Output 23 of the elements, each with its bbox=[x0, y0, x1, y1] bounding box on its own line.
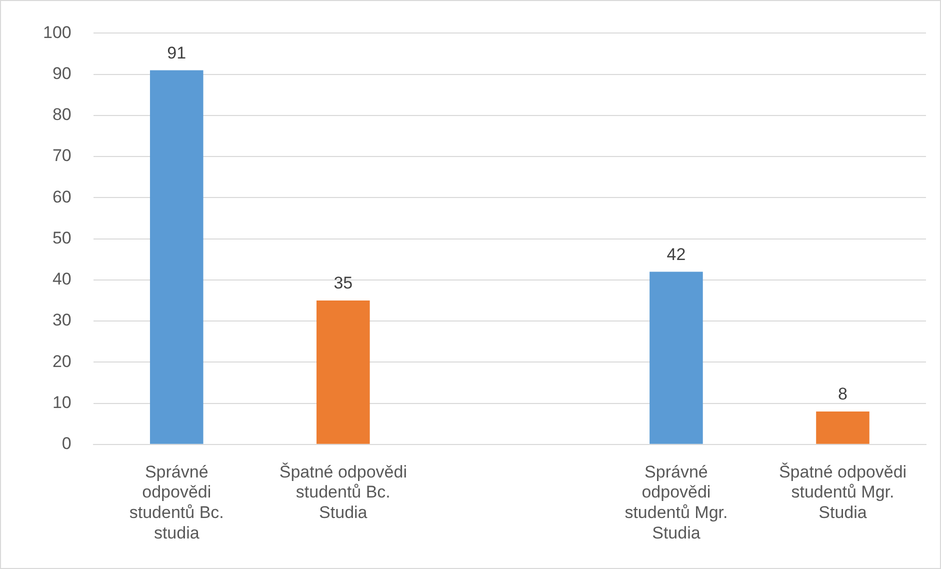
y-tick-label: 10 bbox=[52, 392, 72, 412]
x-tick-label: Špatné odpovědi studentů Bc. Studia bbox=[279, 462, 407, 522]
x-tick-label: Špatné odpovědi studentů Mgr. Studia bbox=[778, 462, 907, 522]
y-tick-label: 40 bbox=[52, 270, 72, 289]
y-tick-label: 60 bbox=[52, 187, 72, 206]
y-tick-label: 90 bbox=[52, 64, 72, 84]
y-tick-label: 100 bbox=[42, 22, 72, 42]
y-tick-label: 80 bbox=[52, 105, 72, 124]
data-label: 42 bbox=[666, 244, 686, 264]
bar bbox=[150, 70, 204, 444]
x-tick-label: Správné odpovědi studentů Mgr. Studia bbox=[624, 462, 728, 542]
data-label: 8 bbox=[838, 384, 848, 404]
bar bbox=[316, 300, 370, 444]
x-tick-label: Správné odpovědi studentů Bc. studia bbox=[129, 462, 224, 542]
bar bbox=[816, 412, 870, 444]
y-tick-label: 30 bbox=[52, 310, 72, 330]
y-tick-label: 0 bbox=[62, 434, 72, 454]
data-label: 35 bbox=[334, 274, 353, 293]
bar bbox=[650, 272, 703, 444]
y-tick-label: 70 bbox=[52, 146, 72, 166]
data-label: 91 bbox=[167, 43, 186, 62]
y-tick-label: 20 bbox=[52, 352, 72, 371]
y-tick-label: 50 bbox=[52, 228, 72, 248]
